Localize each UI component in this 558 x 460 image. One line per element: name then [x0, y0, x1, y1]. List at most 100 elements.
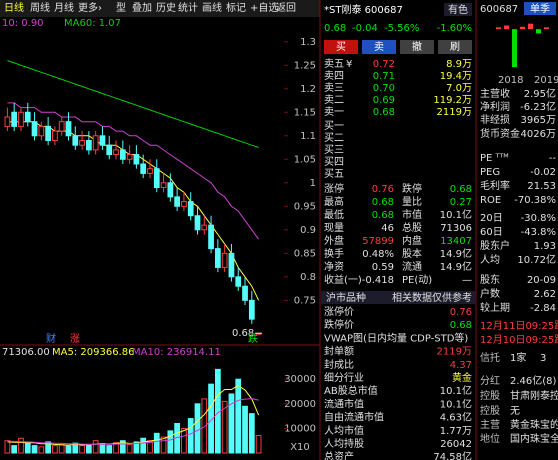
side-value: -30.8%	[521, 213, 556, 224]
detail-label: 流通市值	[324, 397, 364, 410]
toolbar	[0, 0, 320, 17]
bid-label: 买三	[324, 144, 344, 156]
detail-value: 4.37	[450, 360, 472, 371]
volume-bar	[248, 413, 255, 454]
volume-bar	[167, 430, 174, 454]
candle-body	[235, 276, 242, 287]
year-label: 2019	[534, 75, 558, 86]
detail-label: 涨停价	[324, 305, 354, 318]
candle-body	[153, 168, 160, 188]
stat-label: 现量	[324, 222, 344, 234]
stat-value: -0.418	[362, 275, 394, 286]
candle-body	[214, 248, 221, 268]
detail-label: 总资产	[324, 450, 354, 460]
side-value: 10.72亿	[517, 253, 556, 266]
trade-button[interactable]	[324, 40, 358, 54]
stat-label: 股本	[402, 247, 422, 260]
volume-bar	[201, 398, 208, 454]
ask-price: 0.72	[373, 59, 395, 70]
stat-value: 13407	[440, 236, 472, 247]
stat-label: 最高	[324, 195, 344, 208]
tab[interactable]: 日线	[4, 1, 24, 14]
year-label: 2018	[498, 75, 523, 86]
y-tick-label: 0.85	[294, 248, 316, 259]
volume-bar	[4, 440, 11, 454]
volume-bar	[221, 400, 228, 454]
toolbar-button[interactable]: 历史	[156, 2, 176, 14]
volume-bar	[187, 418, 194, 454]
side-tag[interactable]: 单季	[530, 3, 550, 15]
volume-bar	[45, 441, 52, 454]
sector-tag[interactable]: 有色	[448, 3, 468, 16]
tab[interactable]: 更多›	[78, 1, 102, 14]
stat-value: 0.68	[372, 197, 394, 208]
news-item[interactable]: 12月11日09:25跌	[480, 319, 558, 332]
bid-label: 买二	[324, 132, 344, 144]
stat-label: 量比	[402, 196, 422, 208]
stock-name: *ST刚泰 600687	[324, 3, 403, 16]
candle-body	[140, 163, 147, 174]
candle-body	[248, 299, 255, 320]
trade-button[interactable]: 卖	[374, 41, 384, 53]
detail-value: 10.1亿	[440, 384, 472, 397]
side-label: 60日	[480, 227, 503, 238]
side-value: 黄金珠宝的	[510, 418, 558, 431]
candle-body	[126, 154, 133, 160]
currency-icon: ¥	[346, 59, 352, 70]
volume-bar	[24, 442, 31, 454]
detail-label: 封成比	[324, 358, 354, 371]
trade-button[interactable]	[400, 40, 434, 54]
side-value: -6.23亿	[520, 100, 556, 113]
side-label: 非经损	[480, 113, 510, 126]
toolbar-button[interactable]: +自选	[250, 1, 278, 14]
detail-label: 人均市值	[324, 424, 364, 437]
ma-label: 10: 0.90	[2, 18, 44, 29]
toolbar-button[interactable]: 统计	[178, 1, 198, 14]
ask-volume: 8.9万	[446, 59, 472, 70]
volume-bar	[242, 405, 248, 454]
mini-bar	[496, 27, 501, 30]
toolbar-button[interactable]: 标记	[226, 2, 246, 14]
toolbar-button[interactable]: 叠加	[132, 2, 152, 14]
bid-label: 买五	[324, 168, 344, 180]
detail-value: 10.1亿	[440, 397, 472, 410]
trade-button[interactable]	[438, 40, 472, 54]
tab[interactable]: 周线	[30, 1, 50, 14]
toolbar-button[interactable]: 返回	[276, 2, 296, 14]
change: -0.04	[352, 23, 378, 34]
bid-label: 买四	[324, 156, 344, 168]
volume-bar	[72, 442, 79, 454]
side-value: 甘肃刚泰控股	[510, 389, 558, 402]
y-tick-label: 1	[310, 178, 316, 189]
candle-body	[18, 111, 24, 127]
stat-label: 收益(一)	[324, 273, 362, 286]
volume-bar	[58, 443, 65, 454]
candle-body	[38, 125, 45, 137]
side-code: 600687	[480, 4, 518, 15]
trade-button[interactable]: 撤	[412, 40, 422, 53]
trade-button[interactable]: 刷	[450, 41, 460, 53]
toolbar-button[interactable]: 型	[116, 1, 126, 14]
stat-value: —	[462, 275, 472, 286]
stat-label: 最低	[324, 208, 344, 221]
stat-label: 净资	[324, 260, 344, 273]
mini-bar	[536, 29, 541, 34]
trade-button[interactable]	[362, 40, 396, 54]
stat-label: 跌停	[402, 182, 422, 195]
detail-label: 自由流通市值	[324, 411, 384, 424]
toolbar-button[interactable]: 画线	[202, 1, 222, 14]
side-value: --	[549, 153, 557, 164]
side-value: 无	[510, 406, 520, 417]
candle-body	[167, 182, 174, 198]
section-title: 沪市品种	[326, 291, 366, 304]
trade-button[interactable]: 买	[336, 41, 346, 53]
mini-bar	[544, 27, 549, 30]
detail-label: 封单额	[324, 345, 354, 358]
side-label: 信托	[480, 351, 500, 364]
y-tick-label: 0.8	[300, 272, 316, 283]
candle-body	[79, 139, 85, 146]
side-value: 国内珠宝全产	[510, 432, 558, 445]
news-item[interactable]: 12月10日09:25跌	[480, 333, 558, 346]
tab[interactable]: 月线	[54, 1, 74, 14]
candle-body	[187, 201, 194, 217]
